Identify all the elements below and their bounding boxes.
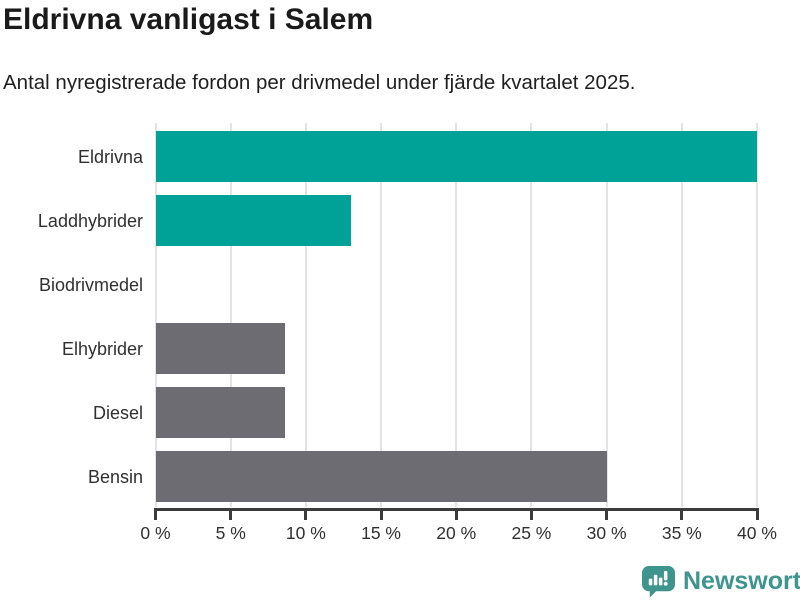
x-tick-label: 30 % — [586, 523, 627, 543]
x-tick-mark — [229, 511, 233, 520]
gridline — [229, 123, 232, 507]
x-tick-label: 35 % — [661, 523, 702, 543]
category-label: Eldrivna — [77, 146, 143, 167]
gridline — [304, 123, 307, 507]
gridline — [605, 123, 608, 507]
brand-name: Newsworthy — [683, 567, 800, 595]
x-tick-mark — [154, 511, 157, 520]
x-tick-label: 20 % — [436, 523, 477, 543]
x-tick-mark — [605, 511, 609, 520]
category-label: Laddhybrider — [37, 210, 143, 231]
x-tick-label: 10 % — [285, 523, 326, 543]
x-tick-label: 15 % — [361, 523, 401, 543]
x-tick-mark — [454, 511, 458, 520]
x-axis-line — [154, 508, 759, 511]
x-tick-mark — [529, 511, 533, 520]
bar-elhybrider — [155, 323, 285, 374]
bar-diesel — [155, 387, 285, 438]
x-tick-mark — [755, 511, 759, 520]
x-tick-mark — [680, 511, 684, 520]
x-tick-label: 40 % — [737, 523, 777, 543]
x-tick-label: 25 % — [511, 523, 552, 543]
category-label: Bensin — [87, 466, 143, 487]
gridline — [380, 123, 383, 507]
newsworthy-logo-icon — [642, 565, 675, 598]
x-tick-mark — [379, 511, 383, 520]
gridline — [154, 123, 157, 507]
bar-laddhybrider — [155, 195, 351, 246]
category-label: Biodrivmedel — [38, 274, 143, 295]
bar-eldrivna — [155, 131, 757, 182]
chart-title: Eldrivna vanligast i Salem — [3, 3, 374, 36]
chart-subtitle: Antal nyregistrerade fordon per drivmede… — [3, 71, 636, 94]
x-tick-label: 0 % — [140, 523, 171, 543]
category-label: Diesel — [92, 402, 143, 423]
category-label: Elhybrider — [61, 338, 143, 359]
x-tick-mark — [304, 511, 308, 520]
bar-bensin — [155, 451, 607, 502]
gridline — [680, 123, 683, 507]
gridline — [756, 123, 758, 507]
brand-footer: Newsworthy — [641, 565, 800, 598]
gridline — [530, 123, 533, 507]
x-tick-label: 5 % — [215, 523, 246, 543]
gridline — [455, 123, 458, 507]
